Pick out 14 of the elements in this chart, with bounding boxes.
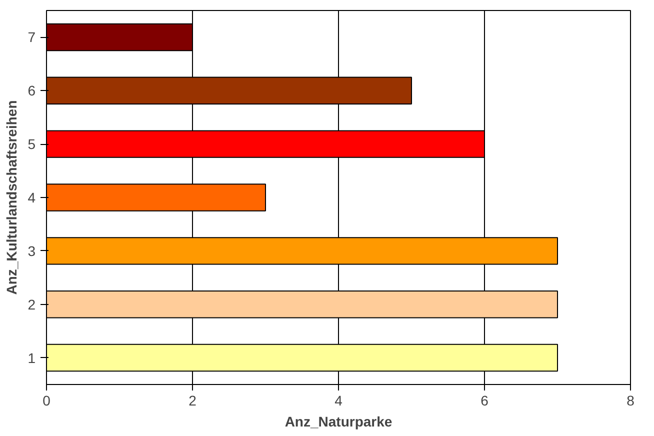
y-axis-title: Anz_Kulturlandschaftsreihen [4, 100, 20, 295]
y-tick-label: 5 [28, 136, 36, 152]
y-tick-label: 6 [28, 82, 36, 99]
y-tick-label: 7 [28, 29, 36, 46]
x-tick-label: 6 [480, 392, 489, 408]
y-tick-label: 1 [28, 350, 36, 366]
y-tick-label: 3 [28, 242, 36, 259]
x-tick-label: 4 [334, 392, 343, 408]
x-axis-title: Anz_Naturparke [284, 414, 392, 430]
x-tick-label: 2 [188, 392, 197, 408]
y-tick-label: 4 [28, 190, 36, 206]
x-tick-label: 8 [626, 392, 635, 408]
y-tick-label: 2 [28, 296, 36, 312]
x-tick-label: 0 [42, 392, 51, 408]
